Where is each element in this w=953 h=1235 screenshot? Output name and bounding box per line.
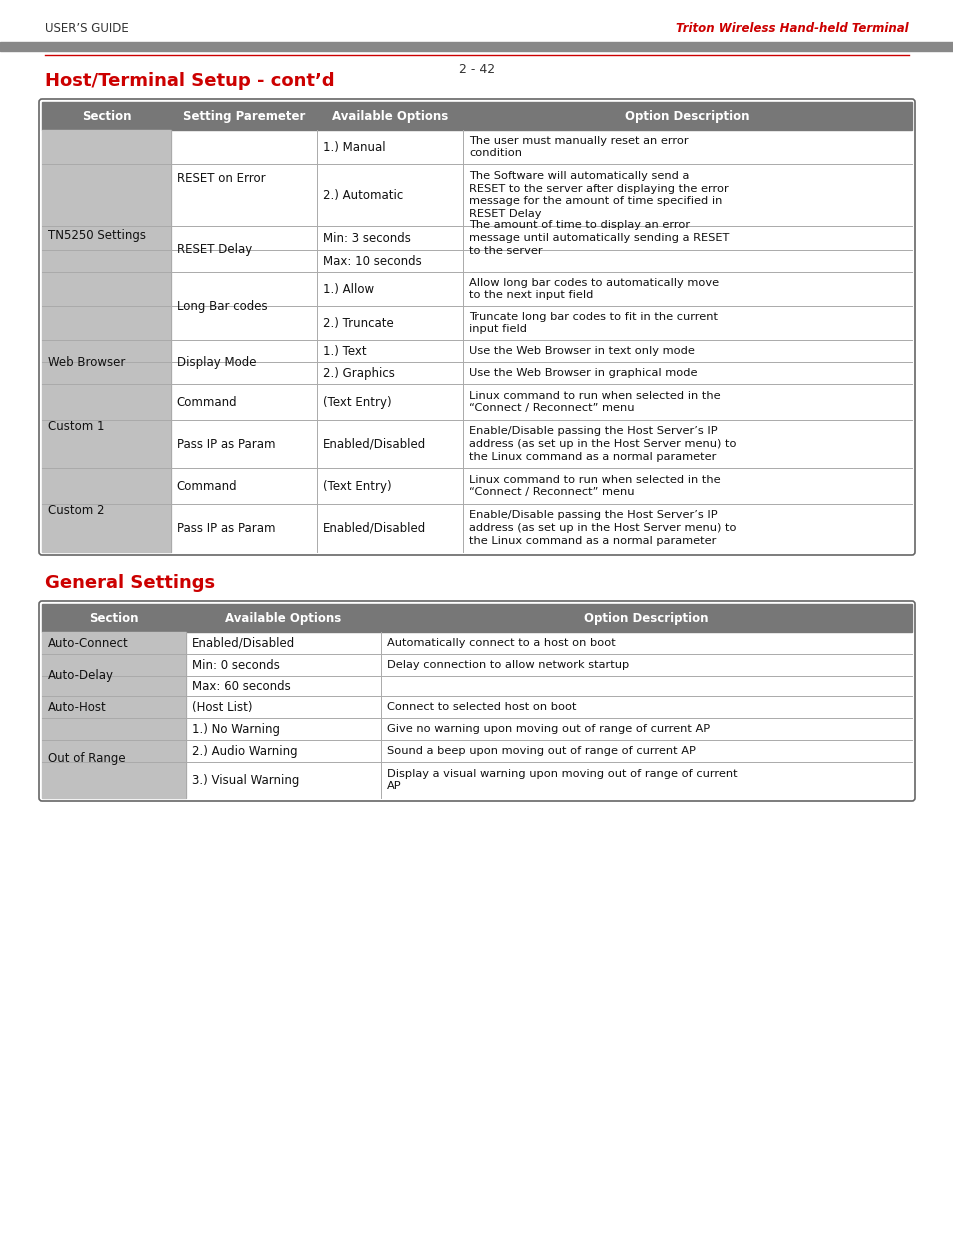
Text: Triton Wireless Hand-held Terminal: Triton Wireless Hand-held Terminal [676,21,908,35]
Bar [42,468,171,552]
Text: The amount of time to display an error
message until automatically sending a RES: The amount of time to display an error m… [469,220,729,256]
Text: Delay connection to allow network startup: Delay connection to allow network startu… [387,659,629,671]
Text: RESET on Error: RESET on Error [176,172,265,184]
Text: Allow long bar codes to automatically move
to the next input field: Allow long bar codes to automatically mo… [469,278,719,300]
Text: 3.) Visual Warning: 3.) Visual Warning [192,773,298,787]
Bar [42,130,171,340]
Text: Connect to selected host on boot: Connect to selected host on boot [387,701,577,713]
Text: Section: Section [82,110,131,122]
Text: Long Bar codes: Long Bar codes [176,300,267,312]
Text: Display a visual warning upon moving out of range of current
AP: Display a visual warning upon moving out… [387,768,738,792]
Text: Available Options: Available Options [332,110,448,122]
Text: (Text Entry): (Text Entry) [322,479,391,493]
Text: 2.) Graphics: 2.) Graphics [322,367,395,379]
Bar [42,697,185,718]
Text: 1.) Text: 1.) Text [322,345,366,357]
Bar [42,655,185,697]
Text: Available Options: Available Options [225,611,341,625]
Text: Enable/Disable passing the Host Server’s IP
address (as set up in the Host Serve: Enable/Disable passing the Host Server’s… [469,510,736,546]
Bar [42,604,911,632]
Text: General Settings: General Settings [45,574,214,592]
Text: Enabled/Disabled: Enabled/Disabled [192,636,294,650]
Text: Enable/Disable passing the Host Server’s IP
address (as set up in the Host Serve: Enable/Disable passing the Host Server’s… [469,426,736,462]
Text: Display Mode: Display Mode [176,356,256,368]
Text: 1.) No Warning: 1.) No Warning [192,722,279,736]
Text: Out of Range: Out of Range [48,752,126,764]
Text: 2.) Audio Warning: 2.) Audio Warning [192,745,297,757]
Text: Linux command to run when selected in the
“Connect / Reconnect” menu: Linux command to run when selected in th… [469,390,720,414]
Text: Automatically connect to a host on boot: Automatically connect to a host on boot [387,638,616,648]
Text: Auto-Host: Auto-Host [48,700,107,714]
Text: USER’S GUIDE: USER’S GUIDE [45,21,129,35]
Text: TN5250 Settings: TN5250 Settings [48,228,146,242]
Text: Pass IP as Param: Pass IP as Param [176,437,275,451]
Text: Min: 3 seconds: Min: 3 seconds [322,231,411,245]
Text: 1.) Manual: 1.) Manual [322,141,385,153]
Text: Use the Web Browser in graphical mode: Use the Web Browser in graphical mode [469,368,697,378]
Bar [42,384,171,468]
Text: Linux command to run when selected in the
“Connect / Reconnect” menu: Linux command to run when selected in th… [469,474,720,498]
Bar [42,103,911,130]
Text: Command: Command [176,395,237,409]
Text: Max: 10 seconds: Max: 10 seconds [322,254,421,268]
Text: Setting Paremeter: Setting Paremeter [182,110,305,122]
Text: (Host List): (Host List) [192,700,252,714]
Bar [42,103,911,552]
Text: 2.) Automatic: 2.) Automatic [322,189,403,201]
Text: Web Browser: Web Browser [48,356,125,368]
Text: RESET Delay: RESET Delay [176,242,252,256]
Text: 2.) Truncate: 2.) Truncate [322,316,394,330]
Text: Custom 2: Custom 2 [48,504,105,516]
Bar [42,340,171,384]
Text: Give no warning upon moving out of range of current AP: Give no warning upon moving out of range… [387,724,710,734]
Text: Use the Web Browser in text only mode: Use the Web Browser in text only mode [469,346,694,356]
Text: Auto-Connect: Auto-Connect [48,636,129,650]
Text: Max: 60 seconds: Max: 60 seconds [192,679,290,693]
Text: The user must manually reset an error
condition: The user must manually reset an error co… [469,136,688,158]
Text: 2 - 42: 2 - 42 [458,63,495,75]
Text: The Software will automatically send a
RESET to the server after displaying the : The Software will automatically send a R… [469,170,728,219]
Text: Command: Command [176,479,237,493]
Bar [42,632,185,655]
Text: Auto-Delay: Auto-Delay [48,668,113,682]
Text: Sound a beep upon moving out of range of current AP: Sound a beep upon moving out of range of… [387,746,696,756]
Text: Section: Section [89,611,138,625]
Text: Truncate long bar codes to fit in the current
input field: Truncate long bar codes to fit in the cu… [469,311,718,335]
Bar [42,604,911,798]
Bar [0,42,953,51]
Text: Pass IP as Param: Pass IP as Param [176,521,275,535]
Text: Host/Terminal Setup - cont’d: Host/Terminal Setup - cont’d [45,72,335,90]
Text: (Text Entry): (Text Entry) [322,395,391,409]
Text: 1.) Allow: 1.) Allow [322,283,374,295]
Bar [42,718,185,798]
Text: Enabled/Disabled: Enabled/Disabled [322,521,426,535]
Text: Custom 1: Custom 1 [48,420,105,432]
Text: Option Description: Option Description [584,611,708,625]
Text: Enabled/Disabled: Enabled/Disabled [322,437,426,451]
Text: Option Description: Option Description [624,110,749,122]
Text: Min: 0 seconds: Min: 0 seconds [192,658,279,672]
